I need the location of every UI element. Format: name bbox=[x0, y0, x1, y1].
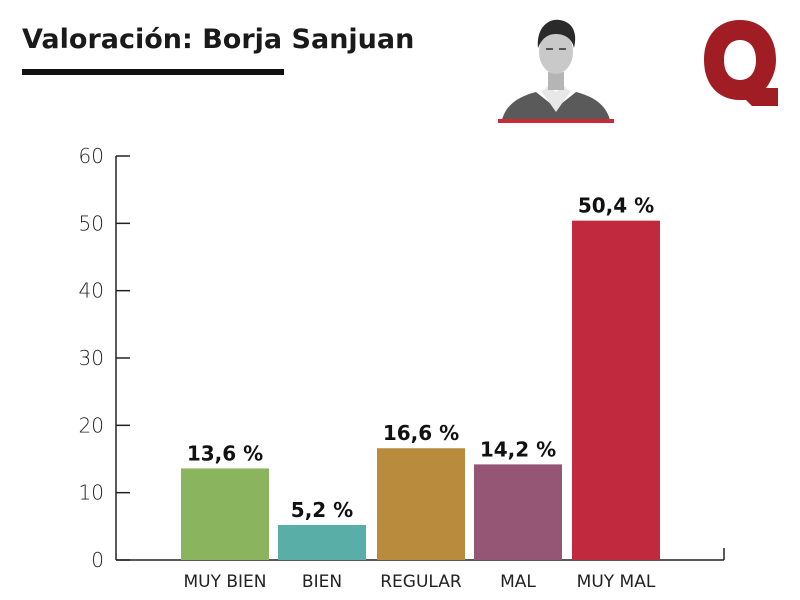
category-label: REGULAR bbox=[380, 572, 462, 592]
y-tick-label: 20 bbox=[79, 413, 104, 437]
data-label: 16,6 % bbox=[383, 421, 459, 445]
category-label: MAL bbox=[500, 572, 536, 592]
y-tick-label: 0 bbox=[91, 548, 104, 572]
data-label: 50,4 % bbox=[578, 194, 654, 218]
bar bbox=[572, 220, 660, 560]
bar bbox=[278, 524, 366, 560]
y-tick-label: 40 bbox=[79, 279, 104, 303]
title-underline bbox=[22, 69, 284, 75]
y-tick-label: 60 bbox=[79, 144, 104, 168]
data-label: 5,2 % bbox=[291, 498, 353, 522]
brand-q-logo-icon bbox=[704, 20, 778, 106]
bar bbox=[377, 448, 465, 560]
category-label: MUY MAL bbox=[577, 572, 656, 592]
y-tick-label: 50 bbox=[79, 211, 104, 235]
data-label: 13,6 % bbox=[187, 441, 263, 465]
y-tick-label: 30 bbox=[79, 346, 104, 370]
category-label: BIEN bbox=[302, 572, 342, 592]
y-tick-label: 10 bbox=[79, 481, 104, 505]
bar bbox=[474, 464, 562, 560]
category-label: MUY BIEN bbox=[183, 572, 266, 592]
person-portrait-icon bbox=[498, 19, 614, 123]
bar bbox=[181, 468, 269, 560]
chart-title: Valoración: Borja Sanjuan bbox=[22, 24, 415, 55]
data-label: 14,2 % bbox=[480, 437, 556, 461]
